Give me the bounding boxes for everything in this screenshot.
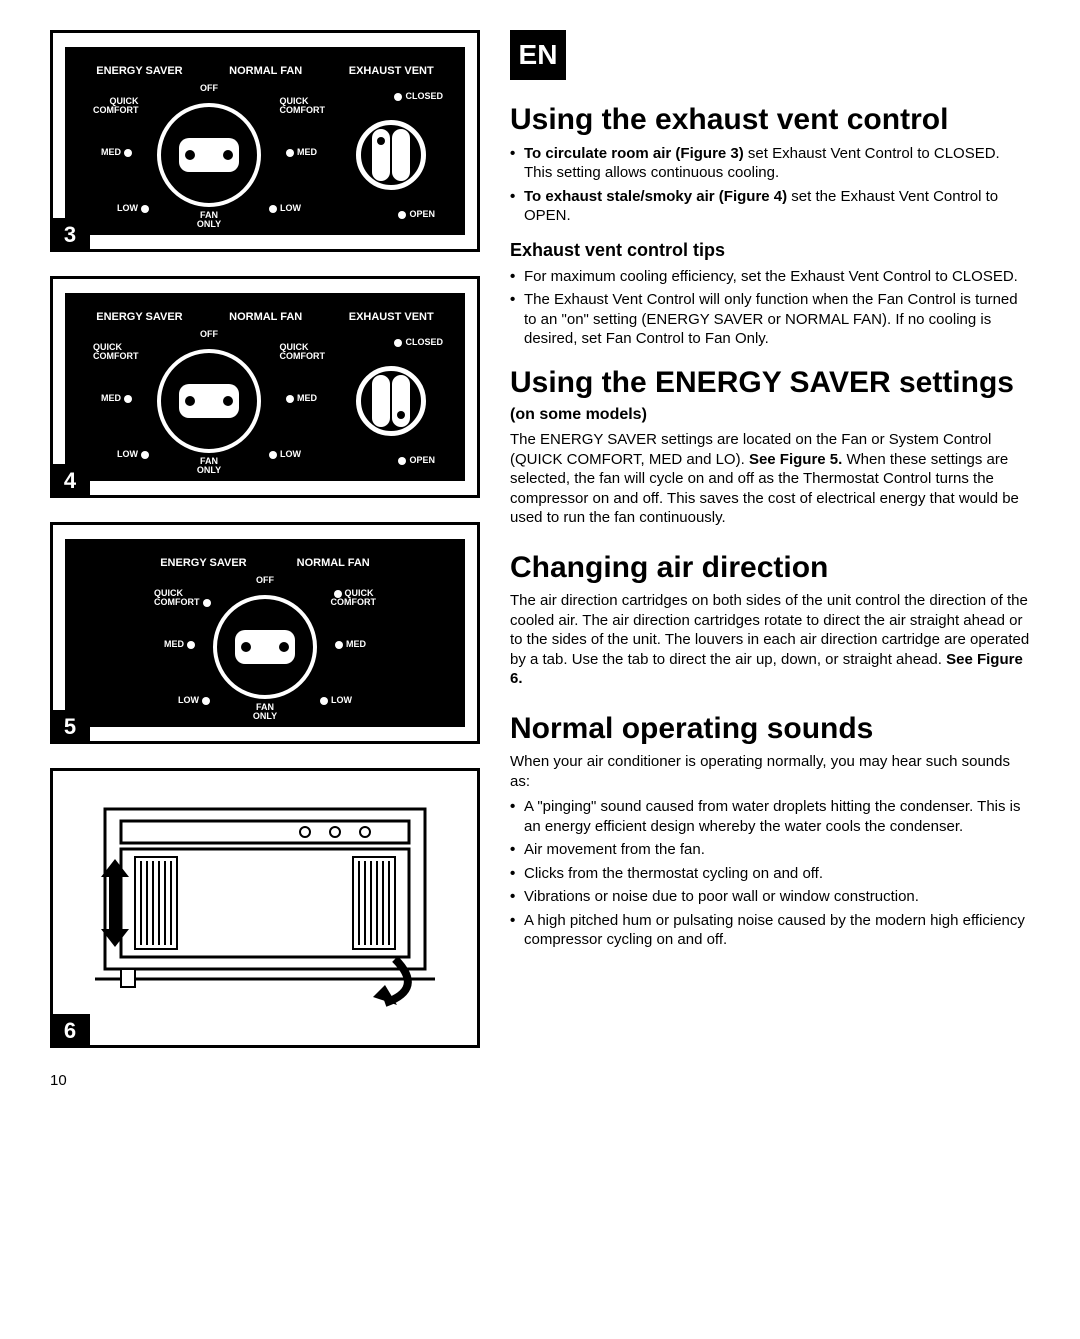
header-exhaust-vent: EXHAUST VENT [349,65,434,77]
label-med-left: MED [164,639,198,649]
exhaust-instructions: To circulate room air (Figure 3) set Exh… [510,144,1030,226]
control-panel: ENERGY SAVER NORMAL FAN EXHAUST VENT OFF… [65,293,465,481]
energy-saver-para: The ENERGY SAVER settings are located on… [510,430,1030,528]
header-energy-saver: ENERGY SAVER [96,311,182,323]
label-med-right: MED [332,639,366,649]
list-item: For maximum cooling efficiency, set the … [510,267,1030,287]
figure-5: ENERGY SAVER NORMAL FAN OFF QUICKCOMFORT… [50,522,480,744]
fan-dial: OFF QUICKCOMFORT QUICKCOMFORT MED MED LO… [89,85,329,225]
air-direction-para: The air direction cartridges on both sid… [510,591,1030,689]
list-item: Air movement from the fan. [510,840,1030,860]
label-low-left: LOW [117,449,152,459]
label-fan-only: FANONLY [253,703,277,721]
label-open: OPEN [395,209,435,219]
sounds-list: A "pinging" sound caused from water drop… [510,797,1030,950]
control-panel: ENERGY SAVER NORMAL FAN OFF QUICKCOMFORT… [65,539,465,727]
label-qc-left: QUICKCOMFORT [93,97,139,115]
header-exhaust-vent: EXHAUST VENT [349,311,434,323]
section-air-direction-title: Changing air direction [510,552,1030,584]
sounds-lead: When your air conditioner is operating n… [510,752,1030,791]
list-item: A high pitched hum or pulsating noise ca… [510,911,1030,950]
figure-number: 6 [50,1014,90,1048]
right-column: EN Using the exhaust vent control To cir… [510,30,1030,1089]
label-low-right: LOW [266,203,301,213]
list-item: Clicks from the thermostat cycling on an… [510,864,1030,884]
label-closed: CLOSED [391,337,443,347]
exhaust-tips-title: Exhaust vent control tips [510,240,1030,261]
figure-6: 6 [50,768,480,1048]
panel-headers: ENERGY SAVER NORMAL FAN [73,557,457,569]
label-low-left: LOW [117,203,152,213]
figure-number: 5 [50,710,90,744]
section-energy-saver-title: Using the ENERGY SAVER settings [510,367,1030,399]
exhaust-dial: CLOSED OPEN [341,331,441,471]
panel-headers: ENERGY SAVER NORMAL FAN EXHAUST VENT [73,311,457,323]
exhaust-dial: CLOSED OPEN [341,85,441,225]
ac-unit-illustration [65,785,465,1031]
language-badge: EN [510,30,566,80]
label-med-right: MED [283,147,317,157]
header-energy-saver: ENERGY SAVER [160,557,246,569]
label-low-right: LOW [266,449,301,459]
label-off: OFF [256,575,274,585]
label-open: OPEN [395,455,435,465]
label-off: OFF [200,329,218,339]
header-normal-fan: NORMAL FAN [229,311,302,323]
panel-headers: ENERGY SAVER NORMAL FAN EXHAUST VENT [73,65,457,77]
figure-number: 3 [50,218,90,252]
list-item: Vibrations or noise due to poor wall or … [510,887,1030,907]
label-fan-only: FANONLY [197,211,221,229]
section-sounds-title: Normal operating sounds [510,713,1030,745]
list-item: A "pinging" sound caused from water drop… [510,797,1030,836]
label-qc-right: QUICKCOMFORT [280,97,326,115]
left-column: ENERGY SAVER NORMAL FAN EXHAUST VENT OFF… [50,30,480,1089]
list-item: To exhaust stale/smoky air (Figure 4) se… [510,187,1030,226]
fan-dial: OFF QUICKCOMFORT QUICKCOMFORT MED MED LO… [89,331,329,471]
header-energy-saver: ENERGY SAVER [96,65,182,77]
page-number: 10 [50,1072,480,1089]
label-qc-left: QUICKCOMFORT [154,589,214,607]
label-qc-right: QUICKCOMFORT [331,589,377,607]
ac-svg [85,799,445,1009]
fan-dial: OFF QUICKCOMFORT QUICKCOMFORT MED MED LO… [130,577,400,717]
label-fan-only: FANONLY [197,457,221,475]
label-med-left: MED [101,393,135,403]
label-med-left: MED [101,147,135,157]
figure-number: 4 [50,464,90,498]
label-low-left: LOW [178,695,213,705]
label-med-right: MED [283,393,317,403]
list-item: The Exhaust Vent Control will only funct… [510,290,1030,349]
header-normal-fan: NORMAL FAN [229,65,302,77]
list-item: To circulate room air (Figure 3) set Exh… [510,144,1030,183]
header-normal-fan: NORMAL FAN [297,557,370,569]
energy-saver-subtitle: (on some models) [510,406,1030,424]
label-qc-right: QUICKCOMFORT [280,343,326,361]
label-closed: CLOSED [391,91,443,101]
figure-3: ENERGY SAVER NORMAL FAN EXHAUST VENT OFF… [50,30,480,252]
label-low-right: LOW [317,695,352,705]
control-panel: ENERGY SAVER NORMAL FAN EXHAUST VENT OFF… [65,47,465,235]
label-qc-left: QUICKCOMFORT [93,343,139,361]
label-off: OFF [200,83,218,93]
figure-4: ENERGY SAVER NORMAL FAN EXHAUST VENT OFF… [50,276,480,498]
page: ENERGY SAVER NORMAL FAN EXHAUST VENT OFF… [50,30,1030,1089]
exhaust-tips: For maximum cooling efficiency, set the … [510,267,1030,349]
section-exhaust-title: Using the exhaust vent control [510,104,1030,136]
